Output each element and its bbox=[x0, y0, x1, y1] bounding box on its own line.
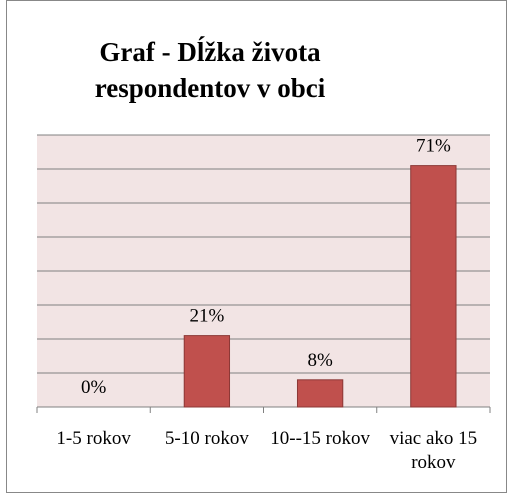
bar bbox=[296, 379, 344, 408]
x-tick-label: 5-10 rokov bbox=[164, 428, 249, 449]
bar bbox=[410, 165, 457, 408]
x-tick-label: 10--15 rokov bbox=[270, 428, 370, 449]
x-tick-label: 1-5 rokov bbox=[56, 428, 131, 449]
x-tick-label: viac ako 15 rokov bbox=[389, 428, 478, 473]
value-label: 21% bbox=[189, 306, 224, 327]
value-label: 71% bbox=[416, 136, 451, 157]
value-label: 0% bbox=[81, 377, 107, 398]
bar bbox=[183, 335, 231, 408]
chart-title: Graf - Dĺžka života respondentov v obci bbox=[94, 37, 326, 103]
value-label: 8% bbox=[307, 350, 333, 371]
